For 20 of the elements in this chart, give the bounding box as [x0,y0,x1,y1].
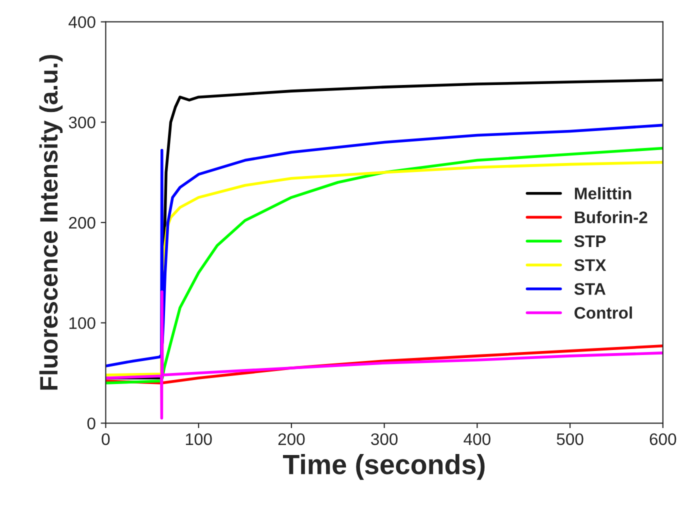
x-tick-label: 300 [371,433,398,446]
x-tick-label: 200 [278,433,305,446]
legend-label: Control [574,306,632,319]
legend-label: STA [574,283,606,295]
x-tick-label: 100 [186,433,212,446]
y-tick-label: 300 [68,116,96,128]
x-tick-label: 500 [556,433,584,446]
legend-label: Buforin-2 [574,211,648,224]
y-tick-label: 200 [69,216,96,229]
x-tick-label: 400 [464,433,490,446]
legend-label: STX [574,259,606,272]
y-tick-label: 400 [68,16,96,28]
x-tick-label: 0 [102,433,110,446]
y-tick-label: 100 [69,317,96,330]
legend-label: Melittin [574,187,632,200]
y-tick-label: 0 [87,418,96,430]
y-axis-title: Fluorescence Intensity (a.u.) [39,54,63,390]
x-tick-label: 600 [650,433,676,446]
x-axis-title: Time (seconds) [282,454,485,480]
legend-label: STP [574,235,606,248]
